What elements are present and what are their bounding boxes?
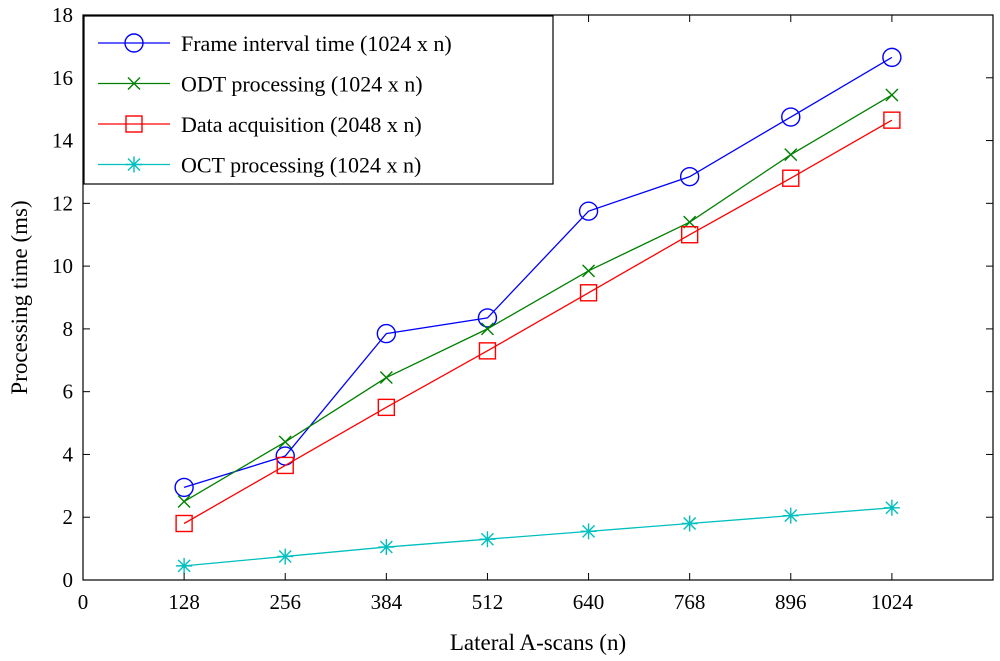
tick-labels: 0 128 256 384 512 640 768 896 1024 0 2 4 6 8 10 12 14 16 1… [52,3,913,614]
data-point-marker [883,111,901,129]
x-tick-label: 128 [168,590,200,614]
x-tick-label: 768 [674,590,706,614]
legend-item: Frame interval time (1024 x n) [98,31,452,56]
legend-marker [124,33,144,53]
data-point-marker [177,495,191,509]
legend-marker [127,77,141,90]
legend-label: Data acquisition (2048 x n) [181,112,422,137]
data-point-marker [885,88,899,102]
y-tick-label: 14 [52,129,74,153]
legend-label: Frame interval time (1024 x n) [181,31,452,56]
y-tick-label: 12 [52,191,73,215]
data-point-marker [883,499,900,516]
data-point-marker [882,47,902,68]
y-tick-label: 4 [63,442,74,466]
y-axis-title: Processing time (ms) [7,200,32,394]
series-line [183,119,893,525]
data-point-marker [478,342,497,360]
data-point-marker [379,371,393,385]
y-tick-label: 6 [63,380,74,404]
data-point-marker [174,477,194,498]
data-point-marker [378,539,395,556]
x-tick-label: 1024 [871,590,914,614]
series-line [183,94,893,503]
data-point-marker [784,148,798,162]
data-point-marker [781,107,801,127]
data-point-marker [582,264,596,278]
data-point-marker [477,308,498,328]
y-tick-label: 10 [52,254,73,278]
data-point-marker [480,322,494,336]
x-tick-label: 0 [78,590,89,614]
data-point-marker [580,523,597,540]
data-point-marker [782,169,800,187]
legend: Frame interval time (1024 x n) ODT proces… [83,15,554,185]
data-point-marker [579,284,598,302]
data-point-marker [175,514,193,533]
y-tick-label: 16 [52,66,73,90]
x-tick-label: 256 [269,590,301,614]
data-point-marker [679,166,700,187]
legend-label: ODT processing (1024 x n) [181,72,423,97]
data-point-marker [782,507,799,524]
data-point-marker [276,456,294,475]
series-line [184,507,892,567]
data-point-marker [578,201,599,221]
data-point-marker [376,323,397,344]
series-layer [174,47,902,574]
legend-item: ODT processing (1024 x n) [98,72,423,97]
x-tick-label: 512 [472,590,504,614]
y-tick-label: 0 [63,568,74,592]
legend-marker [126,156,142,173]
legend-item: OCT processing (1024 x n) [98,153,421,178]
x-axis-title: Lateral A-scans (n) [450,630,626,655]
legend-box [83,15,554,185]
series-1 [177,88,899,509]
x-tick-label: 896 [775,590,807,614]
data-point-marker [176,557,193,574]
y-tick-label: 2 [63,505,74,529]
data-point-marker [377,398,396,417]
legend-item: Data acquisition (2048 x n) [98,112,422,137]
series-3 [176,499,900,574]
series-0 [174,47,902,498]
y-tick-label: 8 [63,317,74,341]
data-point-marker [479,531,496,548]
y-tick-label: 18 [52,3,73,27]
data-point-marker [681,515,698,532]
data-point-marker [680,226,699,244]
x-tick-label: 640 [573,590,605,614]
data-point-marker [278,435,292,449]
legend-label: OCT processing (1024 x n) [181,153,421,178]
series-line [183,56,893,489]
data-point-marker [277,548,294,565]
x-tick-label: 384 [371,590,403,614]
series-2 [175,111,901,533]
legend-marker [125,115,143,133]
axes-frame [82,14,994,581]
